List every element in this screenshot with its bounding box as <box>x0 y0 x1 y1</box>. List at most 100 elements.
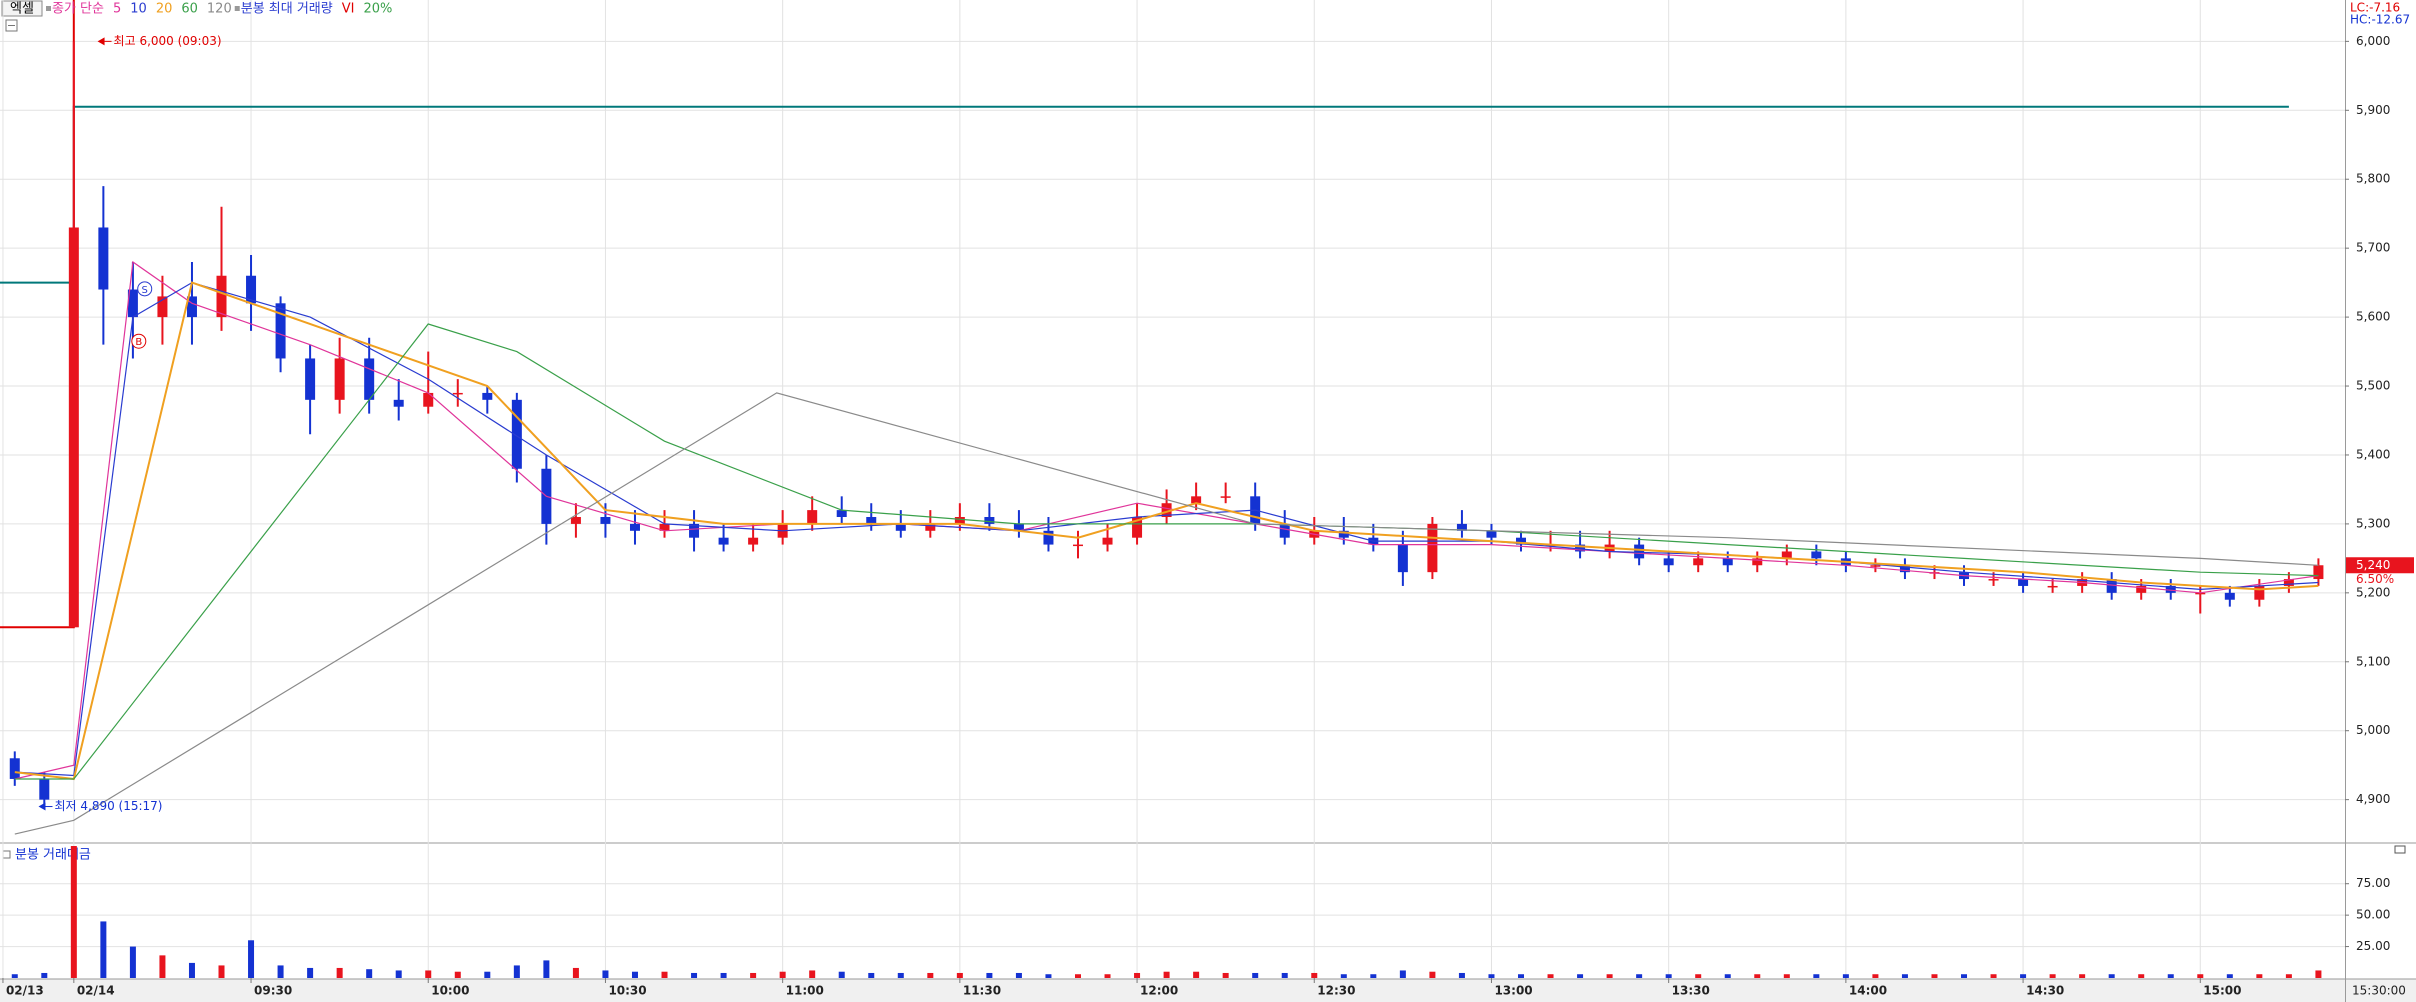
candle-body <box>895 523 906 531</box>
volume-bar <box>1311 972 1318 978</box>
candle-body <box>482 392 493 400</box>
legend-entry: 120 <box>207 2 232 17</box>
candle-body <box>98 227 109 290</box>
volume-bar <box>1783 974 1790 978</box>
candle-body <box>305 358 316 400</box>
y-tick-label: 5,200 <box>2356 585 2390 599</box>
candle-body <box>423 392 434 407</box>
volume-bar <box>1872 974 1879 978</box>
volume-bar <box>1724 974 1731 978</box>
candle-body <box>718 537 729 545</box>
x-tick-label: 12:30 <box>1317 984 1355 998</box>
panel-button[interactable] <box>2394 845 2406 854</box>
candle-body <box>334 358 345 400</box>
annotation-arrow <box>97 37 105 46</box>
candle-body <box>216 275 227 318</box>
volume-bar <box>661 971 668 978</box>
candle-body <box>393 399 404 407</box>
volume-bar <box>425 970 432 978</box>
volume-bar <box>897 972 904 978</box>
volume-bar <box>1458 972 1465 978</box>
y-tick-label: 5,700 <box>2356 241 2390 255</box>
candle-body <box>452 392 463 395</box>
current-price-label: 5,240 <box>2356 558 2390 572</box>
y-tick-label: 5,300 <box>2356 516 2390 530</box>
volume-bar <box>1636 974 1643 978</box>
x-tick-label: 14:30 <box>2026 984 2064 998</box>
volume-bar <box>2256 974 2263 978</box>
candle-body <box>1072 544 1083 547</box>
candle-body <box>39 778 50 800</box>
volume-bar <box>11 974 18 978</box>
candle-body <box>9 758 20 779</box>
volume-bar <box>1754 974 1761 978</box>
volume-bar <box>809 970 816 978</box>
volume-bar <box>1429 971 1436 978</box>
volume-bar <box>1370 974 1377 978</box>
candle-body <box>1279 523 1290 538</box>
candle-body <box>275 303 286 359</box>
candle-body <box>364 358 375 400</box>
legend-entry: VI <box>342 2 355 17</box>
candle-body <box>659 523 670 531</box>
volume-tick-label: 75.00 <box>2356 876 2390 890</box>
volume-bar <box>1665 974 1672 978</box>
volume-bar <box>1577 974 1584 978</box>
moving-average-line <box>14 323 2319 780</box>
candle-body <box>2254 585 2265 600</box>
toolbar-label[interactable]: 엑셀 <box>10 2 34 17</box>
x-tick-label: 11:00 <box>786 984 824 998</box>
price-panel <box>0 0 2324 835</box>
y-tick-label: 5,000 <box>2356 723 2390 737</box>
candle-body <box>925 523 936 531</box>
volume-bar <box>956 972 963 978</box>
candle-body <box>511 399 522 469</box>
candle-body <box>2224 592 2235 600</box>
volume-bar <box>1901 974 1908 978</box>
candle-body <box>1043 530 1054 545</box>
volume-bar <box>1842 974 1849 978</box>
candle-body <box>1634 544 1645 559</box>
signal-marker-label: B <box>135 337 142 348</box>
candle-body <box>1397 544 1408 573</box>
candle-body <box>1191 496 1202 504</box>
volume-bar <box>750 972 757 978</box>
volume-bar <box>2315 970 2322 978</box>
candle-body <box>2165 585 2176 593</box>
legend-prefix: 종가 단순 <box>52 2 104 17</box>
volume-icon <box>2 850 11 859</box>
candle-body <box>2313 565 2324 580</box>
legend-entry: 20% <box>363 2 392 17</box>
y-tick-label: 5,400 <box>2356 447 2390 461</box>
grid <box>0 0 2345 978</box>
candle-body <box>186 296 197 318</box>
volume-bar <box>1488 974 1495 978</box>
candle-body <box>127 289 138 318</box>
candle-body <box>1220 496 1231 498</box>
volume-bar <box>927 972 934 978</box>
moving-average-line <box>14 392 2319 835</box>
volume-bar <box>1281 972 1288 978</box>
x-tick-label: 10:30 <box>608 984 646 998</box>
candle-body <box>689 523 700 538</box>
volume-bar <box>1104 974 1111 978</box>
candle-body <box>2195 592 2206 595</box>
legend-icon <box>234 6 240 11</box>
toolbar-button[interactable] <box>1 0 43 17</box>
volume-bar <box>218 965 225 978</box>
candle-body <box>1781 551 1792 559</box>
moving-average-line <box>14 260 2319 780</box>
signal-marker <box>137 281 153 297</box>
volume-bar <box>41 972 48 978</box>
x-tick-label: 02/14 <box>77 984 115 998</box>
candle-body <box>1013 523 1024 531</box>
candle-body <box>1516 537 1527 545</box>
volume-bar <box>1547 974 1554 978</box>
candle-body <box>2283 579 2294 586</box>
candle-body <box>68 227 79 628</box>
signal-marker-label: S <box>142 285 148 296</box>
volume-bar <box>100 921 107 978</box>
y-tick-label: 5,900 <box>2356 103 2390 117</box>
volume-bar <box>129 946 136 978</box>
